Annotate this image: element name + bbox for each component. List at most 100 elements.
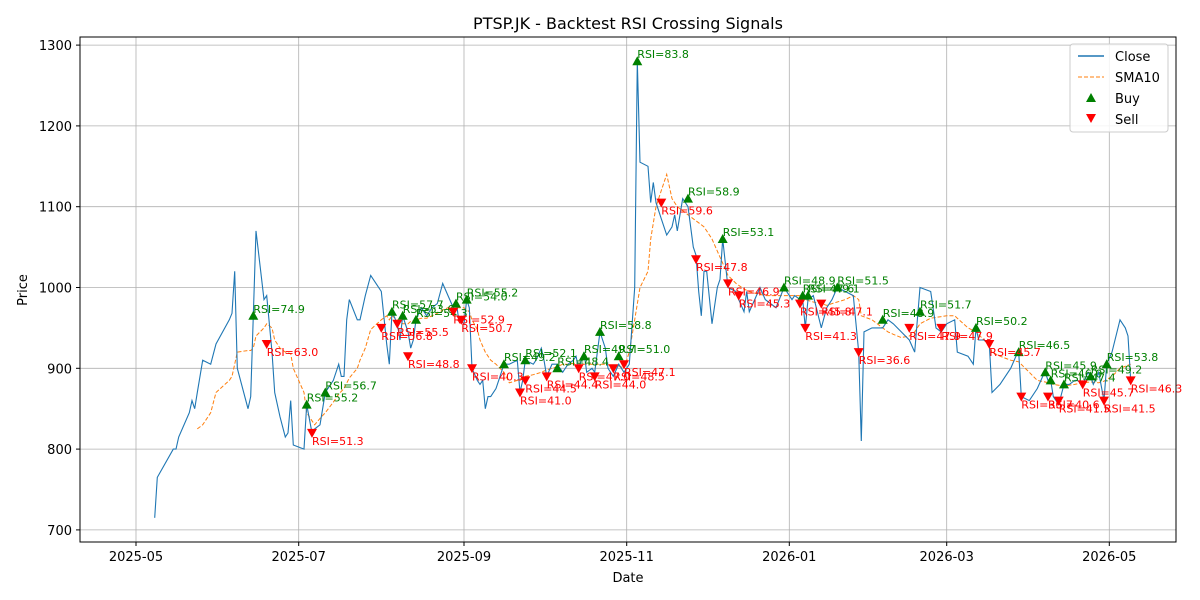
buy-label: RSI=83.8 <box>637 48 689 61</box>
x-tick-label: 2026-05 <box>1082 550 1136 565</box>
legend: Close SMA10 Buy Sell <box>1069 43 1169 133</box>
buy-label: RSI=49.7 <box>584 343 636 356</box>
x-axis-label: Date <box>612 571 643 586</box>
sell-marker <box>1125 376 1136 386</box>
sell-marker <box>1077 380 1088 390</box>
buy-marker <box>520 355 531 365</box>
buy-marker <box>461 294 472 304</box>
buy-marker <box>320 387 331 397</box>
sell-marker <box>691 255 701 265</box>
sell-marker <box>448 307 459 317</box>
sell-marker <box>403 352 413 362</box>
sell-marker <box>608 364 619 374</box>
buy-label: RSI=50.2 <box>976 315 1028 328</box>
buy-label: RSI=53.8 <box>1107 351 1159 364</box>
sell-marker <box>456 315 467 325</box>
buy-marker <box>301 399 312 409</box>
buy-marker <box>248 310 259 320</box>
buy-marker <box>1013 347 1024 357</box>
sell-label: RSI=48.8 <box>408 358 460 371</box>
sell-marker <box>1043 392 1053 402</box>
sell-marker <box>733 291 744 301</box>
x-tick-label: 2026-01 <box>762 550 816 565</box>
buy-label: RSI=53.1 <box>723 226 775 239</box>
signals: RSI=74.9RSI=55.2RSI=56.7RSI=57.7RSI=53.6… <box>248 48 1182 448</box>
x-tick-label: 2025-09 <box>437 550 491 565</box>
buy-marker <box>387 306 397 316</box>
sell-marker <box>1099 396 1109 406</box>
buy-label: RSI=56.7 <box>325 380 377 393</box>
buy-marker <box>971 322 981 332</box>
buy-label: RSI=51.5 <box>837 275 889 288</box>
buy-marker <box>683 193 693 203</box>
sell-marker <box>723 279 733 289</box>
grid <box>80 37 1176 542</box>
sell-label: RSI=56.8 <box>381 330 433 343</box>
buy-label: RSI=45.9 <box>1045 359 1097 372</box>
sell-marker <box>541 372 552 382</box>
buy-marker <box>1059 379 1069 389</box>
x-tick-label: 2025-05 <box>109 550 163 565</box>
buy-label: RSI=49.2 <box>1091 363 1143 376</box>
sell-marker <box>816 299 827 309</box>
sell-marker <box>589 372 600 382</box>
x-tick-label: 2025-07 <box>272 550 326 565</box>
sell-marker <box>520 376 531 386</box>
sell-label: RSI=48.5 <box>613 370 665 383</box>
y-tick-label: 1300 <box>39 39 72 54</box>
sell-marker <box>1053 396 1064 406</box>
close-series <box>154 61 1132 518</box>
buy-marker <box>803 290 813 300</box>
sell-marker <box>656 198 667 208</box>
sell-marker <box>853 348 864 358</box>
sell-label: RSI=47.9 <box>909 330 961 343</box>
buy-label: RSI=51.7 <box>920 299 972 312</box>
buy-label: RSI=55.2 <box>307 392 359 405</box>
legend-box <box>1069 43 1169 133</box>
buy-marker <box>877 314 888 324</box>
buy-label: RSI=48.9 <box>784 275 836 288</box>
sell-label: RSI=47.1 <box>624 366 676 379</box>
buy-label: RSI=52.1 <box>525 347 577 360</box>
buy-label: RSI=58.9 <box>688 186 740 199</box>
legend-close-label: Close <box>1115 50 1150 65</box>
buy-label: RSI=46.5 <box>1019 339 1071 352</box>
y-axis-label: Price <box>16 274 31 306</box>
close-line <box>154 61 1132 518</box>
sell-label: RSI=45.8 <box>800 306 852 319</box>
sell-label: RSI=44.4 <box>547 378 599 391</box>
plot-frame <box>79 36 1177 543</box>
x-tick-label: 2026-03 <box>920 550 974 565</box>
y-tick-label: 1000 <box>39 282 72 297</box>
ticks: 2025-05 2025-07 2025-09 2025-11 2026-01 2026-… <box>39 39 1137 565</box>
buy-marker <box>552 363 563 373</box>
sell-label: RSI=40.6 <box>1048 399 1100 412</box>
buy-marker <box>779 282 789 292</box>
sell-label: RSI=41.3 <box>805 330 857 343</box>
y-tick-label: 900 <box>47 362 72 377</box>
y-tick-label: 1100 <box>39 201 72 216</box>
sell-marker <box>795 299 805 309</box>
sell-marker <box>261 340 272 349</box>
sell-marker <box>376 323 387 333</box>
buy-label: RSI=49.2 <box>504 351 556 364</box>
sell-marker <box>1016 392 1027 402</box>
sell-marker <box>936 323 947 333</box>
sell-label: RSI=36.6 <box>859 354 911 367</box>
y-tick-label: 1200 <box>39 120 72 135</box>
sell-marker <box>307 428 317 438</box>
sell-marker <box>904 323 915 333</box>
sell-label: RSI=40.3 <box>472 370 524 383</box>
buy-marker <box>499 359 509 369</box>
legend-buy-marker <box>1086 93 1096 102</box>
sell-marker <box>467 364 477 374</box>
buy-marker <box>1085 371 1096 381</box>
buy-label: RSI=74.9 <box>253 303 305 316</box>
sell-marker <box>984 340 995 349</box>
sell-label: RSI=41.5 <box>1104 403 1156 416</box>
sell-label: RSI=47.1 <box>821 306 873 319</box>
legend-sell-label: Sell <box>1115 113 1138 128</box>
x-tick-label: 2025-11 <box>600 550 654 565</box>
sell-label: RSI=63.0 <box>267 346 319 359</box>
